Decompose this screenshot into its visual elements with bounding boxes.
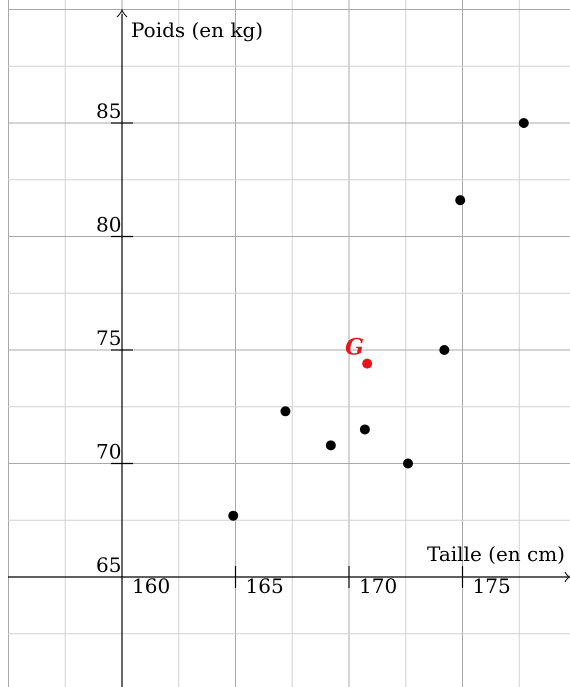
point-g-label: G xyxy=(345,335,364,361)
data-point xyxy=(403,458,414,469)
y-tick-labels: 65 70 75 80 85 xyxy=(96,99,121,577)
y-axis-title: Poids (en kg) xyxy=(131,18,263,42)
data-point xyxy=(439,345,450,355)
x-axis-arrow xyxy=(564,571,570,583)
data-point xyxy=(228,510,239,521)
y-tick-label: 65 xyxy=(96,553,121,577)
y-tick-label: 70 xyxy=(96,440,121,464)
data-point xyxy=(280,406,291,417)
x-tick-label: 165 xyxy=(246,574,284,598)
data-point xyxy=(359,424,370,435)
data-points xyxy=(228,118,529,521)
y-tick-label: 85 xyxy=(96,99,121,123)
data-point xyxy=(325,440,336,451)
x-tick-label: 170 xyxy=(359,574,397,598)
data-point xyxy=(455,195,466,206)
y-tick-label: 75 xyxy=(96,326,121,350)
data-point xyxy=(518,118,529,128)
point-g xyxy=(362,358,373,369)
ticks xyxy=(111,122,464,588)
series-labels: G xyxy=(345,335,364,361)
x-axis-title: Taille (en cm) xyxy=(427,542,565,566)
y-axis-arrow xyxy=(116,8,128,18)
x-tick-labels: 160 165 170 175 xyxy=(132,574,511,598)
x-tick-label: 175 xyxy=(473,574,511,598)
x-tick-label: 160 xyxy=(132,574,170,598)
y-tick-label: 80 xyxy=(96,213,121,237)
